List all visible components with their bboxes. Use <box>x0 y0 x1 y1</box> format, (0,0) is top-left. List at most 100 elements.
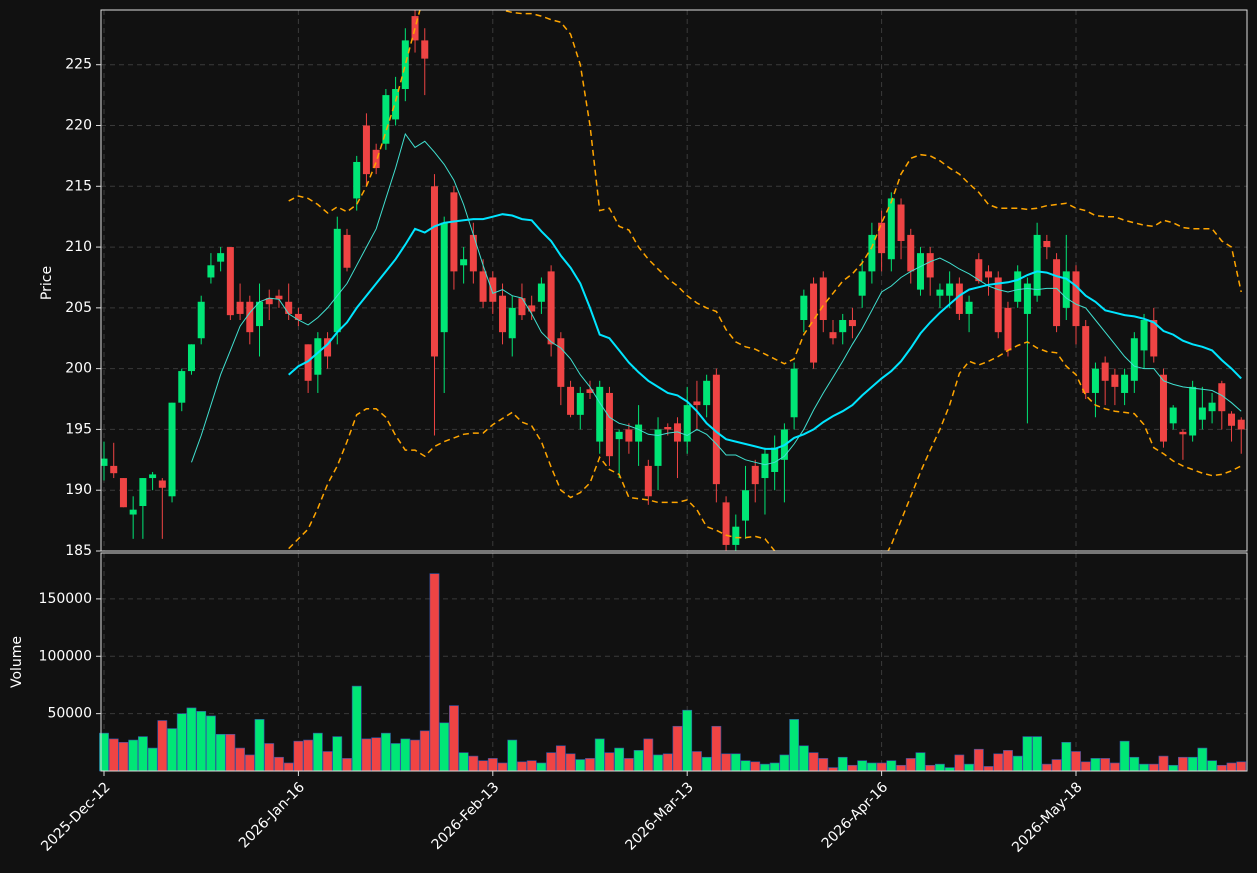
volume-bar <box>915 752 926 772</box>
volume-bar <box>487 758 498 772</box>
candle-body <box>635 424 643 442</box>
volume-bar <box>740 760 751 772</box>
volume-bar <box>157 720 168 772</box>
candle-body <box>1053 259 1061 327</box>
volume-bar <box>847 764 858 772</box>
candle-body <box>324 338 332 357</box>
volume-bar <box>585 758 595 772</box>
candle-body <box>1208 402 1216 412</box>
volume-bar <box>594 738 605 772</box>
volume-bar <box>555 745 566 772</box>
candle-body <box>916 253 924 290</box>
candle-body <box>985 271 993 278</box>
volume-bar <box>653 754 663 772</box>
candle-body <box>722 502 730 545</box>
volume-bar <box>449 705 459 772</box>
volume-bar <box>1178 756 1188 772</box>
candle-body <box>829 332 837 339</box>
volume-bar <box>293 740 304 772</box>
volume-bar <box>186 707 197 772</box>
volume-bar <box>215 733 226 772</box>
y-tick-label: 50000 <box>47 706 92 722</box>
candle-body <box>460 259 468 266</box>
volume-bar <box>692 751 702 772</box>
y-tick-label: 210 <box>65 239 92 255</box>
y-tick-label: 220 <box>65 117 92 133</box>
candle-body <box>732 526 740 545</box>
volume-bar <box>672 725 683 772</box>
volume-bar <box>964 763 974 772</box>
volume-bar <box>147 747 158 772</box>
volume-bar <box>1158 755 1169 772</box>
candle-body <box>187 344 195 372</box>
volume-bar <box>818 758 829 772</box>
candle-body <box>304 344 312 381</box>
candle-body <box>362 125 370 175</box>
volume-bar <box>857 760 868 772</box>
candle-body <box>761 453 769 479</box>
volume-bar <box>546 752 557 772</box>
volume-bar <box>1051 759 1062 772</box>
candle-body <box>1150 320 1158 357</box>
candle-body <box>1237 419 1245 430</box>
candle-body <box>586 389 594 393</box>
volume-bar <box>458 752 469 772</box>
volume-bar <box>769 762 780 772</box>
volume-bar <box>332 736 343 772</box>
volume-bar <box>517 761 527 772</box>
volume-bar <box>1090 758 1101 772</box>
volume-bar <box>439 722 450 772</box>
price-frame <box>100 9 1248 552</box>
volume-bar <box>1187 756 1198 772</box>
volume-bar <box>886 760 897 772</box>
volume-bar <box>526 760 537 772</box>
volume-bar <box>1012 755 1023 772</box>
candle-body <box>101 458 108 466</box>
candle-body <box>955 283 963 314</box>
candle-body <box>528 305 536 312</box>
y-tick-label: 215 <box>65 178 92 194</box>
candle-body <box>139 478 147 507</box>
volume-bar <box>1119 740 1130 772</box>
volume-bar <box>866 762 877 772</box>
volume-bar <box>371 737 382 772</box>
volume-bar <box>1022 736 1033 772</box>
volume-bar <box>274 756 284 772</box>
candle-body <box>382 95 390 144</box>
candle-body <box>265 298 273 305</box>
volume-bar <box>235 747 245 772</box>
candle-body <box>1091 368 1099 393</box>
volume-bar <box>1129 756 1140 772</box>
candle-body <box>508 307 516 339</box>
volume-bar <box>400 738 411 772</box>
candle-body <box>975 259 983 282</box>
candle-body <box>372 149 380 169</box>
volume-bar <box>1061 742 1072 772</box>
volume-bar <box>614 747 625 772</box>
candle-body <box>751 465 759 485</box>
candle-body <box>654 429 662 466</box>
candle-body <box>469 234 477 272</box>
candle-body <box>1082 326 1090 393</box>
candle-body <box>790 368 798 418</box>
volume-bar <box>565 753 576 772</box>
candle-body <box>1159 374 1167 442</box>
volume-bar <box>730 753 741 772</box>
volume-bar <box>662 753 673 772</box>
candle-body <box>1023 283 1031 314</box>
candle-body <box>1111 374 1119 387</box>
candle-body <box>1072 271 1080 327</box>
y-tick-label: 185 <box>65 543 92 559</box>
volume-bar <box>876 762 887 772</box>
candle-body <box>858 271 866 296</box>
volume-bar <box>254 719 265 772</box>
y-tick-label: 150000 <box>39 591 92 607</box>
candle-body <box>353 161 361 199</box>
volume-bar <box>798 745 809 772</box>
volume-bar <box>633 750 644 772</box>
volume-bar <box>944 767 955 772</box>
candle-body <box>421 40 429 59</box>
volume-frame <box>100 552 1248 772</box>
volume-bar <box>1041 763 1052 772</box>
